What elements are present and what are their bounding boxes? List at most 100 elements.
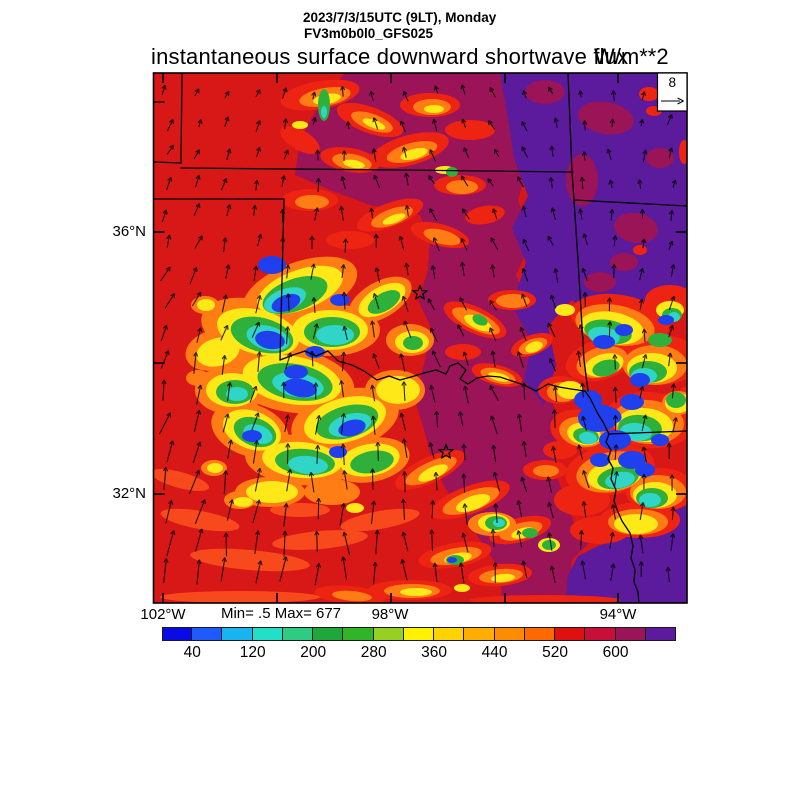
color-patch [578, 101, 634, 135]
colorbar-segment [464, 627, 495, 641]
colorbar-segment [645, 627, 676, 641]
wind-vectors [158, 84, 678, 586]
cloud-cell [630, 373, 650, 387]
cloud-cell [615, 324, 633, 336]
cloud-cell [424, 105, 444, 113]
cloud-cell [321, 106, 327, 118]
cloud-cell [543, 441, 577, 459]
cloud-cell [593, 335, 615, 349]
cloud-cell [332, 590, 372, 602]
cloud-cell [423, 228, 461, 246]
colorbar-segment [282, 627, 314, 641]
region-maroon [295, 73, 592, 603]
cloud-cell [446, 167, 458, 177]
cloud-cell [316, 325, 354, 345]
cloud-cell [283, 378, 317, 398]
cloud-cell [226, 387, 248, 401]
cloud-cell [400, 588, 432, 596]
colorbar-segment [313, 627, 344, 641]
cloud-cell [525, 341, 543, 353]
colorbar-segment [524, 627, 556, 641]
colorbar-tick-label: 200 [300, 644, 327, 661]
cloud-cell [635, 463, 655, 477]
cloud-cell [258, 256, 286, 274]
cloud-cell [330, 294, 350, 306]
colorbar-tick-label: 120 [239, 644, 266, 661]
cloud-cell [447, 557, 457, 563]
cloud-cell [472, 314, 488, 326]
colorbar-tick-label: 360 [421, 644, 448, 661]
cloud-cell [470, 595, 620, 603]
cloud-cell [446, 180, 478, 194]
lat-tick-label: 32°N [112, 485, 146, 502]
map-field [153, 73, 687, 603]
cloud-cell [295, 195, 329, 209]
colorbar-segment [434, 627, 465, 641]
colorbar-segment [343, 627, 374, 641]
cloud-cell [555, 304, 575, 316]
cloud-cell [160, 591, 320, 603]
colorbar-tick-label: 40 [183, 644, 201, 661]
color-patch [610, 253, 638, 271]
colorbar-tick-label: 520 [542, 644, 568, 661]
colorbar-segment [585, 627, 616, 641]
lon-tick-label: 98°W [371, 606, 409, 623]
color-patch [633, 245, 647, 255]
cloud-cell [272, 530, 368, 550]
state-border [153, 161, 182, 164]
state-border [608, 430, 687, 435]
colorbar-segment [192, 627, 223, 641]
cloud-cell [288, 455, 328, 475]
cloud-cell [620, 394, 644, 410]
cloud-cell [651, 434, 669, 446]
cloud-cell [367, 290, 401, 314]
color-patch [614, 212, 658, 244]
cloud-cell [455, 493, 491, 513]
units-label: W/m**2 [594, 44, 669, 69]
cloud-cell [605, 471, 635, 489]
cloud-cell [343, 159, 365, 169]
cloud-cell [233, 497, 253, 507]
cloud-cell [197, 299, 215, 311]
cloud-cell [329, 446, 347, 458]
cloud-cell [648, 333, 672, 347]
cloud-cell [207, 463, 223, 473]
state-border [567, 73, 575, 201]
cloud-cell [599, 430, 631, 450]
cloud-cell [382, 213, 406, 225]
cloud-cell [666, 392, 686, 408]
cloud-cell [280, 126, 320, 154]
color-patch [679, 140, 687, 164]
header-model-run: FV3m0b0l0_GFS025 [304, 26, 434, 41]
color-patch [525, 80, 565, 104]
cloud-cell [491, 573, 515, 583]
city-star-marker [412, 284, 428, 300]
cloud-cell [190, 548, 310, 572]
colorbar-segment [222, 627, 253, 641]
cloud-cell [376, 376, 420, 404]
header-datetime: 2023/7/3/15UTC (9LT), Monday [303, 10, 497, 25]
reference-vector-box: 8 [656, 72, 688, 112]
plot-title: instantaneous surface downward shortwave… [151, 44, 629, 69]
cloud-cell [196, 337, 240, 367]
colorbar-segment [252, 627, 283, 641]
colorbar-segment [555, 627, 586, 641]
cloud-cell [454, 584, 470, 592]
color-patch [584, 272, 616, 292]
cloud-cell [614, 514, 658, 534]
state-border [279, 198, 285, 361]
colorbar-tick-label: 600 [602, 644, 629, 661]
cloud-cell [326, 231, 374, 249]
colorbar-segment [373, 627, 404, 641]
cloud-cell [574, 390, 602, 410]
state-border [180, 73, 183, 164]
colorbar-segment [494, 627, 525, 641]
colorbar-tick-label: 440 [481, 644, 508, 661]
cloud-cell [242, 430, 262, 442]
cloud-cell [592, 359, 620, 377]
cloud-cell [639, 493, 661, 507]
cloud-cell [186, 370, 210, 386]
cloud-cell [522, 528, 538, 538]
